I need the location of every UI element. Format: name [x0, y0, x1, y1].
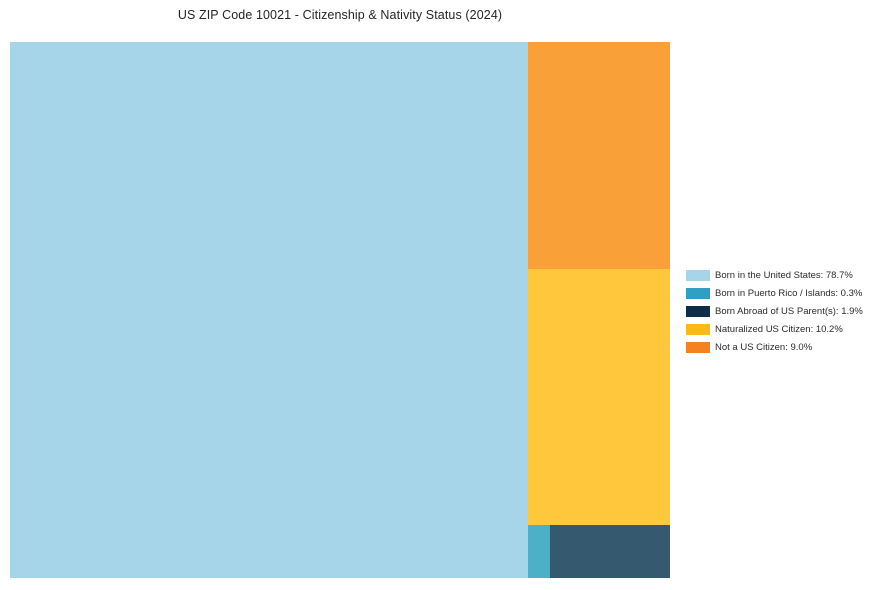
legend-item-label: Born Abroad of US Parent(s): 1.9%	[715, 305, 863, 317]
legend-item-naturalized-us-citizen[interactable]: Naturalized US Citizen: 10.2%	[686, 320, 882, 338]
legend-item-born-in-the-united-states[interactable]: Born in the United States: 78.7%	[686, 266, 882, 284]
legend-swatch-icon	[686, 341, 710, 353]
legend-item-label: Born in the United States: 78.7%	[715, 269, 853, 281]
legend-swatch-icon	[686, 323, 710, 335]
legend-item-label: Not a US Citizen: 9.0%	[715, 341, 813, 353]
legend-swatch-icon	[686, 305, 710, 317]
treemap-tile-born-in-the-united-states[interactable]	[10, 42, 528, 578]
legend-item-label: Naturalized US Citizen: 10.2%	[715, 323, 843, 335]
legend-item-not-a-us-citizen[interactable]: Not a US Citizen: 9.0%	[686, 338, 882, 356]
treemap-tile-naturalized-us-citizen[interactable]	[528, 269, 670, 525]
treemap-tile-born-in-puerto-rico-islands[interactable]	[528, 525, 550, 578]
treemap-plot-area	[10, 42, 670, 578]
chart-legend: Born in the United States: 78.7% Born in…	[686, 266, 882, 356]
treemap-tile-not-a-us-citizen[interactable]	[528, 42, 670, 269]
treemap-tile-born-abroad-of-us-parents[interactable]	[550, 525, 670, 578]
legend-item-label: Born in Puerto Rico / Islands: 0.3%	[715, 287, 863, 299]
legend-swatch-icon	[686, 269, 710, 281]
chart-title: US ZIP Code 10021 - Citizenship & Nativi…	[177, 8, 503, 22]
legend-item-born-in-puerto-rico-islands[interactable]: Born in Puerto Rico / Islands: 0.3%	[686, 284, 882, 302]
legend-item-born-abroad-of-us-parents[interactable]: Born Abroad of US Parent(s): 1.9%	[686, 302, 882, 320]
legend-swatch-icon	[686, 287, 710, 299]
